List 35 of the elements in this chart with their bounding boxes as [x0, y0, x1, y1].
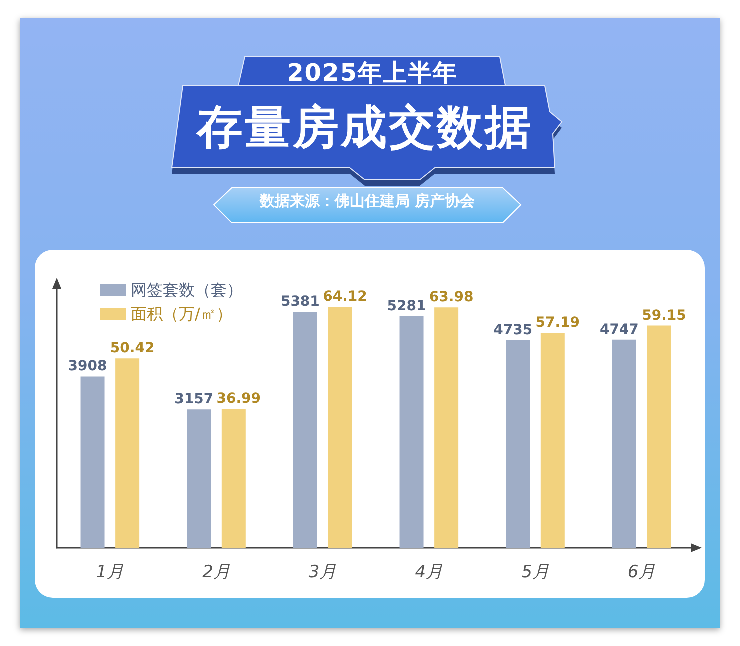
- x-tick-label: 5月: [522, 562, 550, 582]
- data-label: 5281: [387, 298, 426, 315]
- data-label: 59.15: [642, 308, 686, 324]
- chart-subtitle: 2025年上半年: [240, 58, 505, 88]
- data-label: 5381: [280, 294, 320, 310]
- bar: [116, 358, 140, 548]
- data-label: 57.19: [536, 315, 580, 332]
- data-label: 3157: [174, 392, 214, 408]
- bar: [400, 316, 424, 548]
- data-label: 4735: [494, 322, 533, 338]
- bar: [222, 409, 246, 548]
- data-label: 4747: [600, 322, 639, 338]
- bar: [434, 308, 459, 548]
- legend-label: 面积（万/㎡）: [131, 304, 232, 324]
- data-label: 50.42: [110, 340, 155, 357]
- data-label: 63.98: [429, 290, 474, 306]
- x-tick-label: 4月: [415, 562, 444, 582]
- x-tick-label: 6月: [628, 562, 656, 582]
- bar: [328, 307, 352, 548]
- x-tick-label: 2月: [202, 562, 230, 582]
- x-tick-label: 1月: [96, 562, 124, 582]
- bar: [293, 312, 318, 548]
- bar: [187, 410, 212, 548]
- bar: [540, 333, 565, 548]
- bar: [612, 340, 636, 548]
- data-label: 3908: [68, 358, 108, 375]
- legend-label: 网签套数（套）: [131, 280, 243, 300]
- source-note: 数据来源：佛山住建局 房产协会: [258, 191, 476, 212]
- bar: [647, 326, 672, 548]
- bar: [506, 340, 530, 548]
- data-label: 64.12: [323, 289, 368, 306]
- bar: [80, 376, 105, 548]
- data-label: 36.99: [216, 391, 262, 408]
- x-tick-label: 3月: [308, 562, 337, 582]
- chart-title: 存量房成交数据: [195, 99, 534, 156]
